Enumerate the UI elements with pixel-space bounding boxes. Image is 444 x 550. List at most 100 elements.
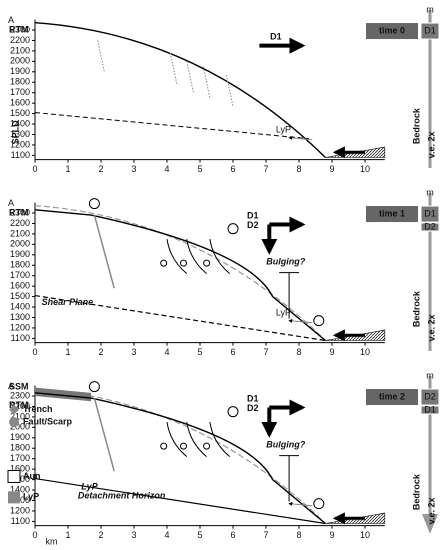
x-tick-label: 2: [98, 347, 103, 357]
unit-label: RTM: [9, 24, 29, 34]
section-end: A: [8, 15, 14, 25]
spiral: [88, 381, 100, 393]
x-tick-label: 8: [296, 347, 301, 357]
fracture: [225, 74, 234, 107]
stage-box: [420, 205, 440, 223]
lyp-arrow: [288, 501, 313, 507]
x-tick-label: 0: [32, 530, 37, 540]
x-tick-label: 1: [65, 530, 70, 540]
y-tick-label: 1600: [10, 98, 30, 108]
x-tick-label: 2: [98, 164, 103, 174]
y-tick-label: 2100: [10, 45, 30, 55]
y-tick-label: 1400: [10, 301, 30, 311]
fault: [166, 239, 188, 274]
y-tick-label: 1700: [10, 87, 30, 97]
deformation-label: D1: [247, 394, 259, 404]
x-tick-label: 9: [329, 530, 334, 540]
time-box: [366, 23, 418, 40]
trench-symbol: [9, 404, 19, 415]
motion-symbol: [160, 259, 168, 267]
y-tick-label: 1700: [10, 270, 30, 280]
y-tick-label: 1400: [10, 118, 30, 128]
y-tick-label: 1400: [10, 484, 30, 494]
exaggeration-label: v.e. 2x: [426, 498, 436, 525]
detachment: [34, 477, 326, 525]
x-tick-label: 7: [263, 164, 268, 174]
x-tick-label: 5: [197, 530, 202, 540]
fracture: [169, 52, 178, 85]
surface: [34, 209, 326, 342]
layer-label: LyP: [81, 481, 99, 491]
x-tick-label: 6: [230, 164, 235, 174]
spiral: [88, 198, 100, 210]
y-tick-label: 1800: [10, 260, 30, 270]
x-tick-label: 2: [98, 530, 103, 540]
x-tick-label: 9: [329, 347, 334, 357]
x-tick-label: 0: [32, 164, 37, 174]
stage-box: [420, 22, 440, 40]
y-tick-label: 1600: [10, 281, 30, 291]
stage-label: D1: [424, 208, 436, 218]
y-tick-label: 1100: [11, 333, 30, 343]
x-tick-label: 1: [65, 347, 70, 357]
y-tick-label: 2300: [10, 24, 30, 34]
motion-symbol: [160, 442, 168, 450]
y-tick-label: 1700: [10, 453, 30, 463]
x-tick-label: 4: [164, 347, 169, 357]
fault: [93, 397, 115, 472]
y-tick-label: 1500: [10, 291, 30, 301]
ssm-layer: [35, 387, 92, 402]
y-tick-label: 2200: [10, 218, 30, 228]
x-tick-label: 5: [197, 347, 202, 357]
bedrock-label: Bedrock: [411, 107, 421, 144]
x-tick-label: 1: [65, 164, 70, 174]
y-tick-label: 2200: [10, 35, 30, 45]
stage-label: D2: [424, 391, 436, 401]
motion-symbol: [203, 259, 211, 267]
x-tick-label: 6: [230, 347, 235, 357]
x-tick-label: 4: [164, 164, 169, 174]
y-tick-label: 1300: [10, 129, 30, 139]
stage-box: [420, 388, 440, 406]
spiral: [313, 315, 325, 327]
x-tick-label: 7: [263, 347, 268, 357]
unit-mark: m: [426, 370, 434, 380]
layer-label: LyP: [276, 308, 291, 318]
x-tick-label: 7: [263, 530, 268, 540]
legend-label: Trench: [23, 404, 53, 414]
plane-label: Detachment Horizon: [78, 491, 166, 501]
bulging-label: Bulging?: [266, 439, 305, 449]
y-tick-label: 1100: [11, 150, 30, 160]
unit-label: RTM: [9, 207, 29, 217]
y-tick-label: 2000: [10, 56, 30, 66]
section-end: A: [8, 198, 14, 208]
fracture: [202, 66, 211, 99]
time-box: [366, 206, 418, 223]
stage-label: D1: [424, 25, 436, 35]
old-surface: [34, 388, 326, 524]
y-tick-label: 1600: [10, 464, 30, 474]
y-tick-label: 1200: [10, 139, 30, 149]
x-tick-label: 3: [131, 347, 136, 357]
unit-label: SSM: [9, 381, 29, 391]
fault: [186, 422, 207, 457]
unit-label: SPLD: [10, 120, 20, 145]
deformation-label: D2: [247, 220, 259, 230]
y-tick-label: 1900: [10, 66, 30, 76]
y-tick-label: 1800: [10, 443, 30, 453]
spld-base: [34, 112, 309, 140]
y-tick-label: 1200: [10, 505, 30, 515]
lyp-arrow: [288, 135, 313, 141]
x-tick-label: 10: [360, 164, 370, 174]
y-tick-label: 2300: [10, 390, 30, 400]
section-end: A: [8, 381, 14, 391]
deformation-label: D2: [247, 403, 259, 413]
unit-label: RTM: [9, 400, 29, 410]
time-label: time 1: [379, 208, 405, 218]
y-tick-label: 1500: [10, 108, 30, 118]
fault: [186, 239, 207, 274]
x-tick-label: 4: [164, 530, 169, 540]
legend-label: LyP: [23, 492, 39, 502]
aun-symbol: [7, 469, 21, 483]
